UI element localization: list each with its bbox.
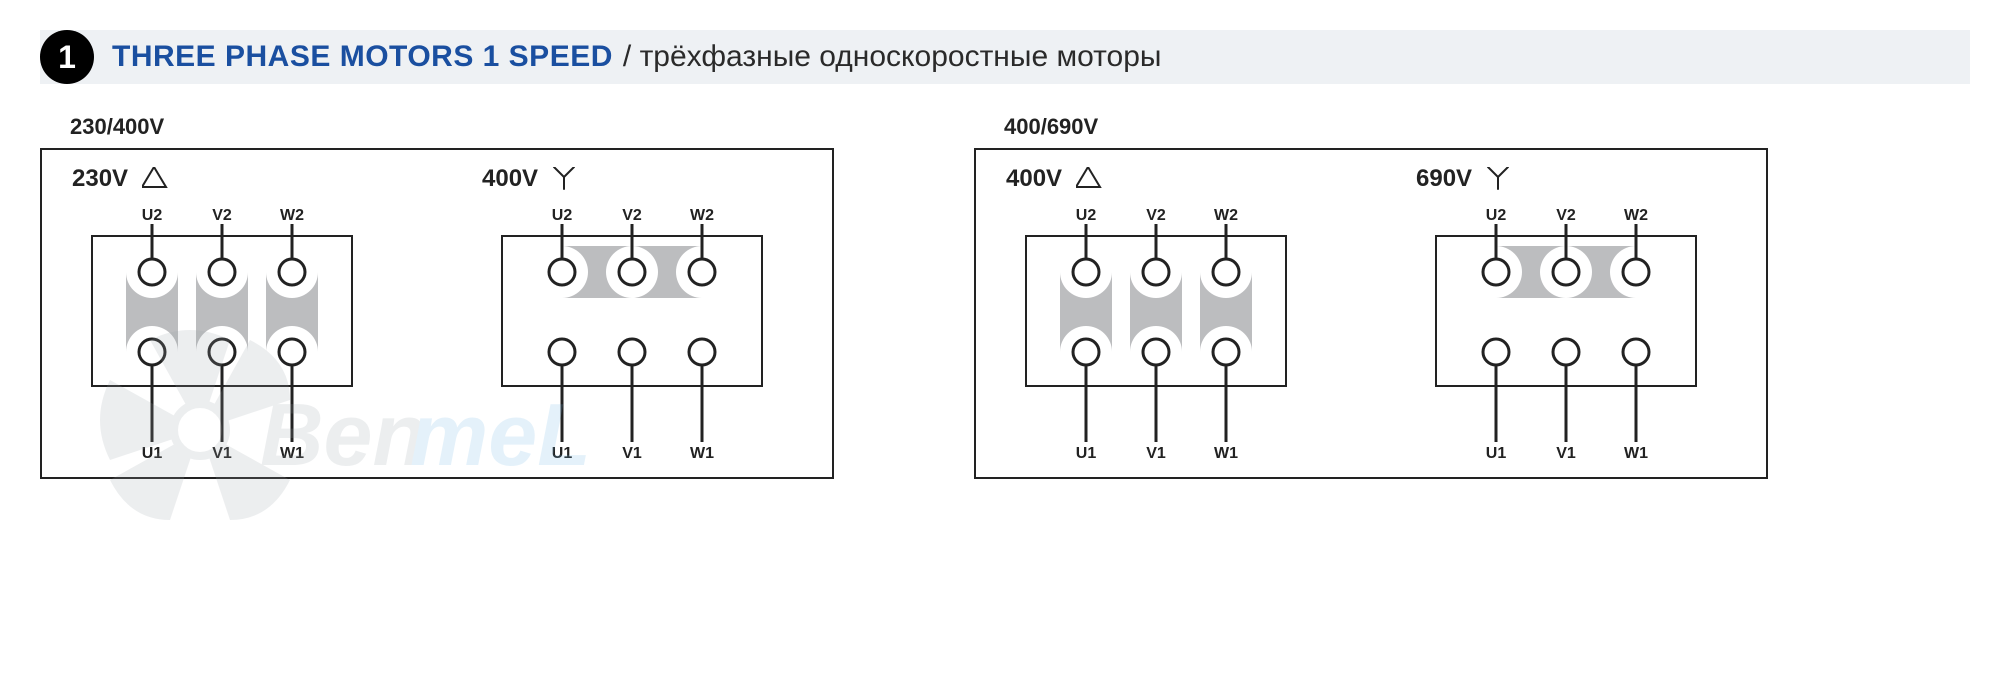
config-voltage: 230V	[72, 165, 128, 193]
svg-text:V2: V2	[1556, 207, 1576, 224]
svg-text:U2: U2	[1486, 207, 1507, 224]
config-voltage: 400V	[1006, 165, 1062, 193]
svg-text:W2: W2	[1214, 207, 1238, 224]
svg-text:W1: W1	[1624, 445, 1648, 462]
config-heading: 230V	[72, 164, 392, 194]
voltage-group: 400/690V 400V U2 V2 W2 U1 V1 W1 690V U2 V2 W2 U1 V1 W1	[974, 114, 1768, 479]
section-title-en: THREE PHASE MOTORS 1 SPEED	[112, 40, 613, 74]
svg-text:W2: W2	[1624, 207, 1648, 224]
wiring-diagram: U2 V2 W2 U1 V1 W1	[1416, 202, 1736, 477]
voltage-group-label: 400/690V	[1004, 114, 1768, 140]
wye-icon	[1486, 167, 1512, 191]
svg-text:U1: U1	[1486, 445, 1507, 462]
section-title-ru: / трёхфазные односкоростные моторы	[623, 40, 1162, 74]
config-heading: 690V	[1416, 164, 1736, 194]
config-voltage: 400V	[482, 165, 538, 193]
svg-text:W1: W1	[1214, 445, 1238, 462]
svg-text:W1: W1	[690, 445, 714, 462]
config-block: 230V U2 V2 W2 U1 V1 W1	[72, 164, 392, 477]
svg-text:U2: U2	[1076, 207, 1097, 224]
delta-icon	[1076, 167, 1102, 191]
section-header: 1 THREE PHASE MOTORS 1 SPEED / трёхфазны…	[40, 30, 1970, 84]
svg-text:V1: V1	[1556, 445, 1576, 462]
config-block: 690V U2 V2 W2 U1 V1 W1	[1416, 164, 1736, 477]
svg-text:W2: W2	[280, 207, 304, 224]
pair-box: 400V U2 V2 W2 U1 V1 W1 690V U2 V2 W2 U1 V1 W1	[974, 148, 1768, 479]
svg-text:U2: U2	[142, 207, 163, 224]
voltage-group: 230/400V 230V U2 V2 W2 U1 V1 W1 400V U2 V2 W2 U1 V1 W1	[40, 114, 834, 479]
wiring-diagram: U2 V2 W2 U1 V1 W1	[72, 202, 392, 477]
svg-text:V2: V2	[622, 207, 642, 224]
svg-text:V1: V1	[622, 445, 642, 462]
svg-text:V2: V2	[1146, 207, 1166, 224]
pair-box: 230V U2 V2 W2 U1 V1 W1 400V U2 V2 W2 U1 V1 W1	[40, 148, 834, 479]
svg-text:U1: U1	[142, 445, 163, 462]
voltage-group-label: 230/400V	[70, 114, 834, 140]
delta-icon	[142, 167, 168, 191]
svg-text:V2: V2	[212, 207, 232, 224]
config-voltage: 690V	[1416, 165, 1472, 193]
config-block: 400V U2 V2 W2 U1 V1 W1	[482, 164, 802, 477]
config-block: 400V U2 V2 W2 U1 V1 W1	[1006, 164, 1326, 477]
svg-text:W2: W2	[690, 207, 714, 224]
svg-text:W1: W1	[280, 445, 304, 462]
svg-text:V1: V1	[1146, 445, 1166, 462]
svg-text:U1: U1	[1076, 445, 1097, 462]
svg-text:V1: V1	[212, 445, 232, 462]
wiring-diagram: U2 V2 W2 U1 V1 W1	[1006, 202, 1326, 477]
wiring-diagram: U2 V2 W2 U1 V1 W1	[482, 202, 802, 477]
svg-text:U1: U1	[552, 445, 573, 462]
config-heading: 400V	[1006, 164, 1326, 194]
section-number-badge: 1	[40, 30, 94, 84]
svg-text:U2: U2	[552, 207, 573, 224]
config-heading: 400V	[482, 164, 802, 194]
wye-icon	[552, 167, 578, 191]
diagrams-row: 230/400V 230V U2 V2 W2 U1 V1 W1 400V U2 V2 W2 U1 V1 W1…	[0, 114, 2010, 479]
